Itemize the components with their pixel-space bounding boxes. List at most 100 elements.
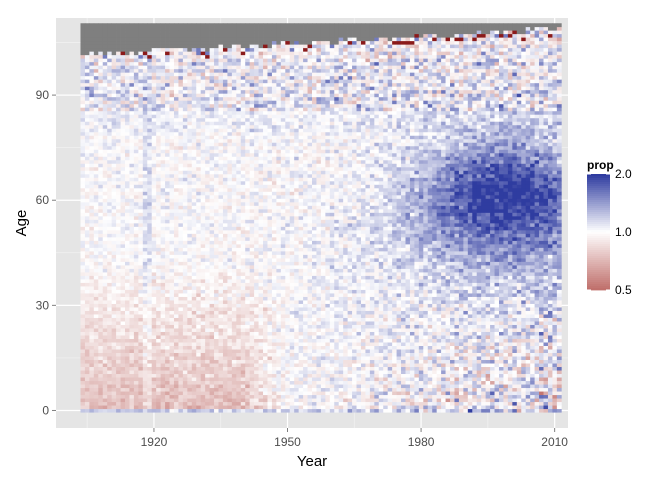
heatmap-cell <box>218 268 224 273</box>
heatmap-cell <box>209 138 215 143</box>
heatmap-cell <box>156 345 161 350</box>
heatmap-cell <box>165 233 170 238</box>
heatmap-cell <box>129 65 135 70</box>
heatmap-cell <box>254 258 259 262</box>
heatmap-cell <box>84 408 90 413</box>
heatmap-cell <box>231 352 237 357</box>
heatmap-cell <box>249 233 255 238</box>
heatmap-cell <box>249 384 255 389</box>
heatmap-cell <box>214 342 219 346</box>
heatmap-cell <box>240 342 246 346</box>
heatmap-cell <box>271 328 277 332</box>
heatmap-cell <box>205 261 210 266</box>
heatmap-cell <box>138 307 144 311</box>
heatmap-cell <box>129 117 135 122</box>
heatmap-cell <box>133 258 139 262</box>
heatmap-cell <box>205 124 210 129</box>
heatmap-cell <box>258 23 264 28</box>
heatmap-cell <box>178 380 184 385</box>
heatmap-cell <box>236 300 242 304</box>
heatmap-cell <box>191 170 197 175</box>
heatmap-cell <box>93 138 99 143</box>
heatmap-cell <box>160 89 166 94</box>
heatmap-cell <box>173 282 179 287</box>
heatmap-cell <box>231 310 237 315</box>
heatmap-cell <box>187 345 193 350</box>
heatmap-cell <box>182 223 188 227</box>
heatmap-cell <box>254 37 259 42</box>
heatmap-cell <box>249 370 255 375</box>
heatmap-cell <box>111 145 117 150</box>
heatmap-cell <box>173 331 179 336</box>
heatmap-cell <box>129 191 135 196</box>
heatmap-cell <box>165 103 170 108</box>
heatmap-cell <box>205 387 210 392</box>
heatmap-cell <box>263 79 268 84</box>
heatmap-cell <box>173 247 179 252</box>
heatmap-cell <box>214 72 219 77</box>
heatmap-cell <box>263 173 268 178</box>
heatmap-cell <box>98 166 104 171</box>
heatmap-cell <box>165 30 170 35</box>
heatmap-cell <box>249 187 255 192</box>
heatmap-cell <box>107 307 112 311</box>
heatmap-cell <box>89 79 95 84</box>
heatmap-cell <box>173 166 179 171</box>
heatmap-cell <box>120 349 126 353</box>
heatmap-cell <box>84 258 90 262</box>
heatmap-cell <box>80 58 86 63</box>
heatmap-cell <box>191 138 197 143</box>
heatmap-cell <box>258 114 264 119</box>
heatmap-cell <box>236 23 242 28</box>
heatmap-cell <box>173 79 179 84</box>
heatmap-cell <box>84 58 90 63</box>
heatmap-cell <box>151 307 157 311</box>
heatmap-cell <box>209 321 215 325</box>
heatmap-cell <box>173 317 179 322</box>
heatmap-cell <box>267 128 273 133</box>
heatmap-cell <box>173 96 179 101</box>
heatmap-cell <box>271 373 277 378</box>
heatmap-cell <box>107 198 112 203</box>
heatmap-cell <box>249 342 255 346</box>
heatmap-cell <box>200 131 206 136</box>
heatmap-cell <box>98 342 104 346</box>
heatmap-cell <box>222 159 228 164</box>
heatmap-cell <box>93 26 99 31</box>
heatmap-cell <box>129 359 135 364</box>
heatmap-cell <box>196 247 202 252</box>
heatmap-cell <box>169 268 175 273</box>
heatmap-cell <box>227 184 233 189</box>
heatmap-cell <box>138 72 144 77</box>
heatmap-cell <box>178 72 184 77</box>
heatmap-cell <box>160 86 166 91</box>
heatmap-cell <box>80 215 86 220</box>
heatmap-cell <box>209 37 215 42</box>
heatmap-cell <box>271 377 277 382</box>
heatmap-cell <box>258 124 264 129</box>
heatmap-cell <box>165 142 170 147</box>
heatmap-cell <box>236 194 242 199</box>
heatmap-cell <box>160 68 166 73</box>
heatmap-cell <box>133 145 139 150</box>
heatmap-cell <box>133 138 139 143</box>
heatmap-cell <box>116 93 121 98</box>
heatmap-cell <box>142 131 148 136</box>
heatmap-cell <box>258 377 264 382</box>
heatmap-cell <box>125 279 130 283</box>
heatmap-cell <box>254 187 259 192</box>
heatmap-cell <box>227 23 233 28</box>
heatmap-cell <box>249 237 255 241</box>
heatmap-cell <box>129 370 135 375</box>
heatmap-cell <box>165 124 170 129</box>
heatmap-cell <box>160 408 166 413</box>
heatmap-cell <box>156 387 161 392</box>
heatmap-cell <box>178 187 184 192</box>
heatmap-cell <box>267 173 273 178</box>
heatmap-cell <box>245 352 251 357</box>
heatmap-cell <box>89 75 95 80</box>
heatmap-cell <box>182 173 188 178</box>
heatmap-cell <box>214 107 219 112</box>
heatmap-cell <box>187 401 193 406</box>
heatmap-cell <box>151 86 157 91</box>
